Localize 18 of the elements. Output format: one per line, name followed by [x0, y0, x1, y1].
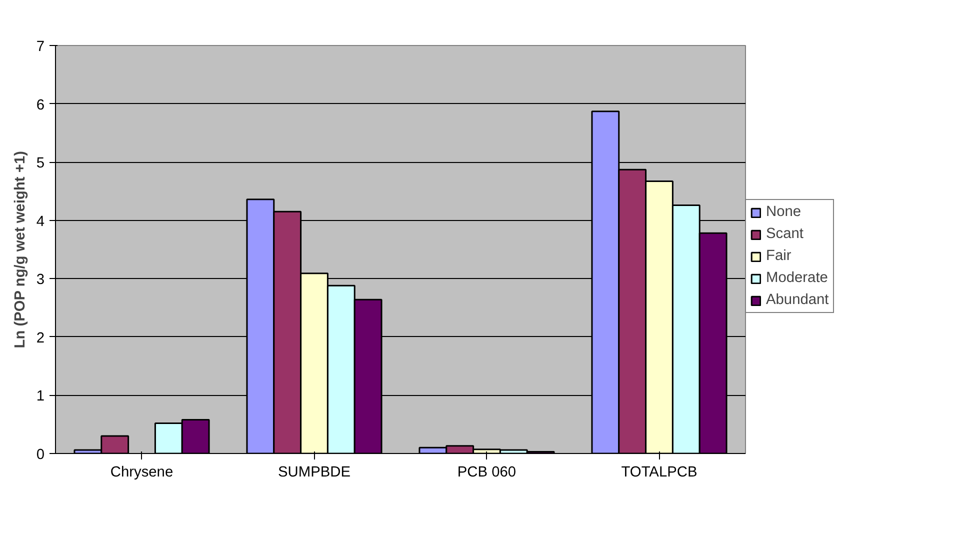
- legend-label: Moderate: [766, 270, 828, 286]
- legend-label: Abundant: [766, 292, 829, 308]
- x-tick-label: SUMPBDE: [278, 464, 351, 480]
- y-tick-label: 5: [36, 156, 45, 172]
- y-tick-label: 6: [36, 97, 45, 114]
- x-tick-label: Chrysene: [110, 464, 174, 480]
- y-axis-title: Ln (POP ng/g wet weight +1): [12, 150, 28, 348]
- legend-label: Scant: [766, 226, 804, 242]
- y-tick-label: 2: [36, 330, 45, 346]
- y-tick-label: 3: [36, 272, 45, 288]
- y-tick-label: 4: [36, 214, 45, 230]
- x-tick-label: TOTALPCB: [621, 464, 698, 480]
- legend-label: None: [766, 204, 802, 220]
- y-tick-label: 7: [36, 39, 45, 55]
- x-tick-label: PCB 060: [457, 464, 516, 480]
- legend-label: Fair: [766, 248, 792, 264]
- y-tick-label: 0: [36, 447, 45, 463]
- y-tick-label: 1: [36, 388, 45, 405]
